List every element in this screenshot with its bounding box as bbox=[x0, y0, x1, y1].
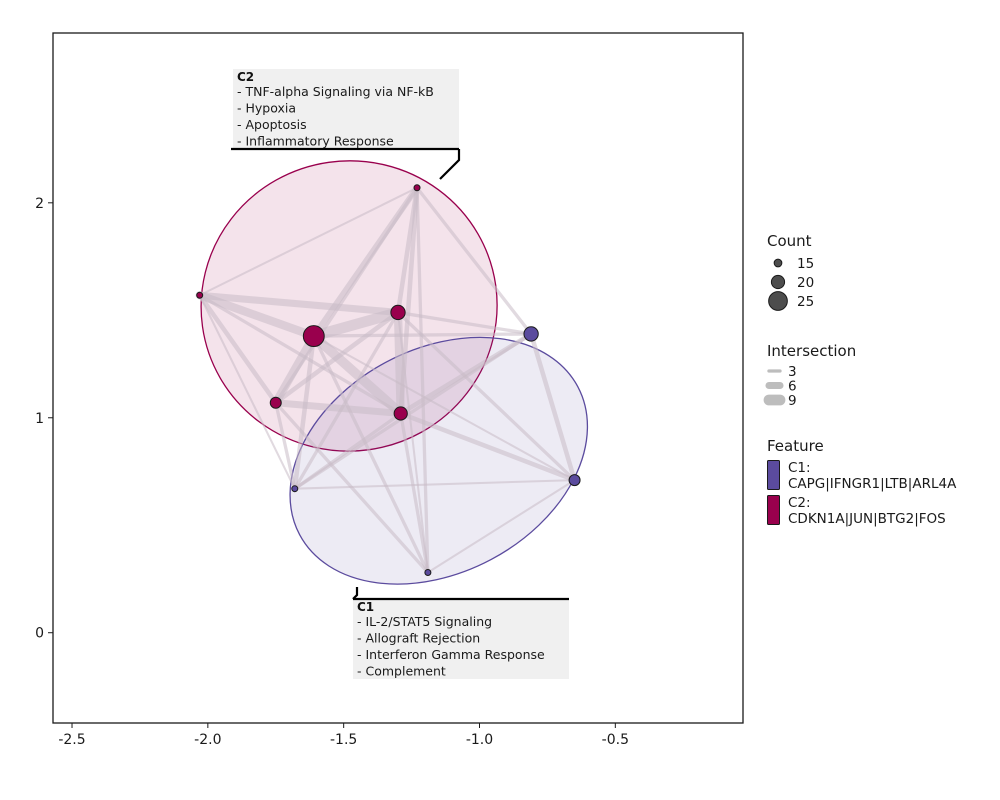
edge bbox=[272, 399, 405, 417]
annotation-line: - Complement bbox=[357, 664, 446, 679]
legend-feature-label: C1: bbox=[788, 460, 811, 476]
edge bbox=[398, 185, 420, 416]
legend-count-swatch bbox=[768, 291, 788, 311]
edge bbox=[293, 479, 576, 490]
annotation-box bbox=[353, 599, 569, 679]
annotation-c2: C2- TNF-alpha Signaling via NF-kB - Hypox… bbox=[231, 69, 461, 180]
x-tick-label: -1.0 bbox=[466, 732, 493, 748]
annotation-leader bbox=[352, 587, 359, 600]
annotation-c1: C1- IL-2/STAT5 Signaling - Allograft Reje… bbox=[352, 587, 569, 679]
plot-area bbox=[195, 160, 589, 585]
node-h bbox=[568, 474, 581, 487]
node-i bbox=[291, 485, 299, 493]
legend-intersection-label: 6 bbox=[788, 379, 797, 395]
edge bbox=[312, 334, 430, 575]
legend-count-title: Count bbox=[767, 232, 812, 250]
edge bbox=[396, 311, 429, 574]
annotation-leader bbox=[439, 149, 461, 180]
legend-feature-label: CDKN1A|JUN|BTG2|FOS bbox=[788, 511, 946, 527]
edge bbox=[293, 332, 533, 491]
annotation-line: - TNF-alpha Signaling via NF-kB bbox=[237, 84, 434, 99]
legend-intersection-label: 9 bbox=[788, 393, 797, 409]
x-tick-label: -1.5 bbox=[330, 732, 357, 748]
legend-count-label: 25 bbox=[797, 294, 814, 310]
cluster-ellipse-c1 bbox=[289, 336, 589, 585]
edge bbox=[274, 186, 419, 405]
annotation-line: - Inflammatory Response bbox=[237, 134, 394, 149]
node-e bbox=[269, 396, 282, 409]
legend-intersection-title: Intersection bbox=[767, 342, 856, 360]
annotation-line: - Hypoxia bbox=[237, 101, 296, 116]
edge bbox=[399, 411, 430, 575]
x-tick-label: -0.5 bbox=[602, 732, 629, 748]
x-tick-label: -2.5 bbox=[58, 732, 85, 748]
legend-count-swatch bbox=[770, 274, 786, 290]
annotation-title: C2 bbox=[237, 70, 254, 84]
legend-feature-swatch-c2 bbox=[767, 495, 780, 525]
node-c bbox=[390, 304, 406, 321]
edge bbox=[426, 479, 576, 574]
edge bbox=[274, 401, 430, 575]
legend: Count 15 20 25 Intersection 369 Feature C1:CAPG… bbox=[763, 232, 957, 527]
edge bbox=[415, 186, 430, 575]
edge bbox=[398, 411, 577, 483]
edge bbox=[309, 331, 406, 419]
edge bbox=[198, 186, 419, 297]
node-j bbox=[424, 569, 432, 577]
edge bbox=[198, 293, 403, 416]
edge bbox=[196, 291, 402, 316]
node-f bbox=[393, 406, 408, 421]
edge bbox=[274, 401, 297, 491]
legend-intersection-label: 3 bbox=[788, 364, 797, 380]
edge bbox=[292, 333, 317, 491]
annotation-line: - Interferon Gamma Response bbox=[357, 647, 545, 662]
legend-feature-label: CAPG|IFNGR1|LTB|ARL4A bbox=[788, 476, 957, 492]
legend-count-label: 20 bbox=[797, 275, 814, 291]
edge bbox=[415, 186, 533, 336]
x-tick-label: -2.0 bbox=[194, 732, 221, 748]
legend-feature-title: Feature bbox=[767, 437, 824, 455]
edge bbox=[308, 307, 404, 342]
edge bbox=[396, 310, 577, 482]
legend-count-swatch bbox=[773, 258, 783, 268]
edge bbox=[293, 411, 403, 491]
y-tick-label: 0 bbox=[35, 626, 44, 642]
y-tick-label: 1 bbox=[35, 411, 44, 427]
edge bbox=[312, 335, 576, 482]
edge bbox=[198, 294, 296, 490]
legend-feature-label: C2: bbox=[788, 495, 811, 511]
annotation-box bbox=[233, 69, 459, 149]
plot-border bbox=[52, 32, 744, 724]
annotation-line: - Apoptosis bbox=[237, 117, 307, 132]
edge bbox=[528, 331, 577, 483]
annotation-line: - Allograft Rejection bbox=[357, 631, 480, 646]
node-g bbox=[523, 326, 539, 342]
node-b bbox=[196, 291, 204, 299]
y-tick-label: 2 bbox=[35, 196, 44, 212]
annotation-title: C1 bbox=[357, 600, 374, 614]
legend-feature-swatch-c1 bbox=[767, 460, 780, 490]
node-d bbox=[302, 325, 325, 348]
edge bbox=[197, 292, 279, 405]
annotation-line: - IL-2/STAT5 Signaling bbox=[357, 614, 492, 629]
node-a bbox=[413, 184, 421, 192]
edge bbox=[195, 291, 318, 341]
edge bbox=[273, 310, 401, 405]
legend-count-label: 15 bbox=[797, 256, 814, 272]
